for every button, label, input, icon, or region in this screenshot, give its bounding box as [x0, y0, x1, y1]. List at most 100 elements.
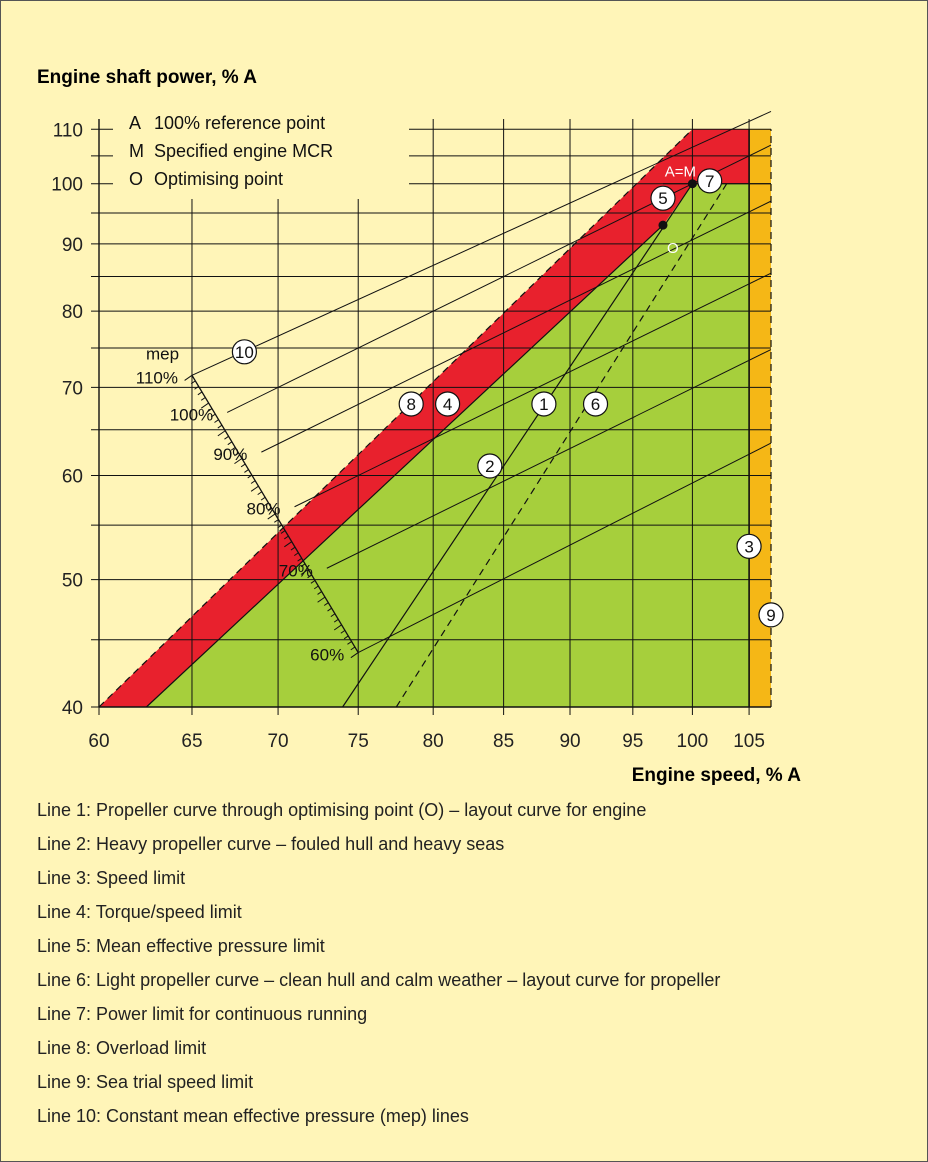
mep-line	[326, 349, 772, 569]
mep-scale-tick	[277, 524, 283, 529]
mep-scale-tick	[214, 419, 219, 423]
legend-item: Line 7: Power limit for continuous runni…	[37, 1004, 368, 1024]
line-markers: 1 2 3 4 5 6 7 8 9 10	[231, 168, 784, 628]
legend-item: Line 1: Propeller curve through optimisi…	[37, 800, 647, 820]
mep-scale-tick	[313, 585, 319, 590]
marker-2-label: 2	[485, 457, 494, 476]
engine-layout-chart: Engine shaft power, % A Engine speed, % …	[37, 67, 802, 786]
marker-2-circle	[477, 453, 503, 479]
mep-scale-tick	[234, 458, 243, 465]
marker-5-label: 5	[658, 189, 667, 208]
mep-scale-tick	[333, 618, 339, 623]
legend-item: Line 2: Heavy propeller curve – fouled h…	[37, 834, 505, 854]
point-A=M	[687, 179, 697, 189]
marker-4-circle	[435, 391, 461, 417]
x-tick-label: 95	[622, 731, 643, 752]
key-symbol: O	[129, 169, 143, 189]
mep-scale-tick	[333, 624, 342, 631]
mep-scale-tick	[317, 596, 326, 603]
mep-scale-tick	[284, 541, 293, 548]
mep-scale-tick	[240, 463, 246, 468]
mep-scale-tick	[207, 408, 213, 412]
mep-line	[226, 144, 772, 413]
key-text: Optimising point	[154, 169, 283, 189]
legend-item: Line 4: Torque/speed limit	[37, 902, 242, 922]
line-1	[342, 183, 693, 708]
marker-5-circle	[650, 185, 676, 211]
mep-scale-tick	[323, 602, 329, 606]
point-label: A=M	[665, 164, 696, 181]
legend-item: Line 5: Mean effective pressure limit	[37, 936, 325, 956]
y-tick-label: 100	[51, 175, 83, 196]
mep-label: 90%	[213, 445, 247, 464]
mep-label: 100%	[170, 405, 213, 424]
y-tick-label: 90	[62, 235, 83, 256]
x-tick-label: 65	[181, 731, 202, 752]
region-normal-operation	[146, 183, 750, 707]
mep-scale-tick	[297, 557, 302, 562]
mep-scale-tick	[267, 513, 276, 520]
x-tick-label: 80	[423, 731, 444, 752]
y-tick-label: 60	[62, 466, 83, 487]
mep-scale-tick	[190, 380, 196, 385]
mep-scale-tick	[217, 430, 226, 437]
mep-label: 80%	[247, 500, 281, 519]
mep-scale-tick	[194, 385, 199, 390]
mep-scale-tick	[210, 413, 216, 418]
x-tick-label: 100	[677, 731, 709, 752]
x-tick-label: 60	[88, 731, 109, 752]
x-axis-title: Engine speed, % A	[632, 765, 802, 786]
mep-axis-label: mep	[146, 344, 179, 363]
mep-scale-tick	[200, 402, 209, 409]
marker-3-circle	[736, 533, 762, 559]
mep-scale-tick	[350, 646, 356, 651]
mep-scale-tick	[290, 546, 296, 551]
x-tick-label: 85	[493, 731, 514, 752]
mep-line	[191, 110, 772, 376]
marker-8-circle	[398, 391, 424, 417]
y-tick-label: 50	[62, 571, 83, 592]
key-box: A 100% reference point M Specified engine M…	[113, 105, 409, 199]
mep-scale-tick	[274, 519, 279, 523]
mep-label: 60%	[310, 646, 344, 665]
x-tick-label: 105	[733, 731, 765, 752]
mep-scale-tick	[257, 491, 263, 496]
mep-scale-tick	[200, 397, 206, 401]
key-symbol: A	[129, 113, 141, 133]
marker-3-label: 3	[744, 537, 753, 556]
mep-scale-tick	[293, 552, 299, 557]
point-label: O	[667, 240, 679, 257]
legend-item: Line 3: Speed limit	[37, 868, 186, 888]
mep-scale-tick	[197, 391, 203, 396]
marker-6-circle	[582, 391, 609, 417]
key-background	[113, 105, 409, 199]
mep-scale-tick	[247, 474, 253, 479]
mep-scale-tick	[260, 496, 266, 501]
marker-9-label: 9	[766, 606, 775, 625]
key-text: 100% reference point	[154, 113, 325, 133]
mep-scale-tick	[350, 652, 359, 659]
mep-scale-tick	[300, 563, 306, 568]
marker-9-circle	[758, 602, 784, 628]
regions-layer	[99, 129, 771, 708]
mep-scale-tick	[280, 530, 286, 534]
mep-scale-tick	[340, 629, 346, 634]
mep-scale-tick	[347, 641, 352, 645]
line-legend: Line 1: Propeller curve through optimisi…	[37, 793, 720, 1133]
region-overload	[99, 129, 750, 708]
x-tick-label: 75	[348, 731, 369, 752]
mep-scale-tick	[310, 580, 316, 584]
mep-label: 110%	[136, 368, 178, 387]
legend-item: Line 6: Light propeller curve – clean hu…	[37, 970, 721, 990]
mep-line	[294, 272, 772, 508]
marker-10-circle	[231, 339, 257, 365]
marker-10-label: 10	[235, 343, 254, 362]
x-tick-label: 70	[267, 731, 288, 752]
region-sea-trial	[749, 129, 771, 708]
mep-scale-tick	[284, 535, 289, 540]
mep-scale-tick	[250, 485, 259, 492]
y-tick-label: 40	[62, 698, 83, 719]
key-symbol: M	[129, 141, 144, 161]
mep-line	[261, 200, 772, 453]
legend-item: Line 9: Sea trial speed limit	[37, 1072, 254, 1092]
